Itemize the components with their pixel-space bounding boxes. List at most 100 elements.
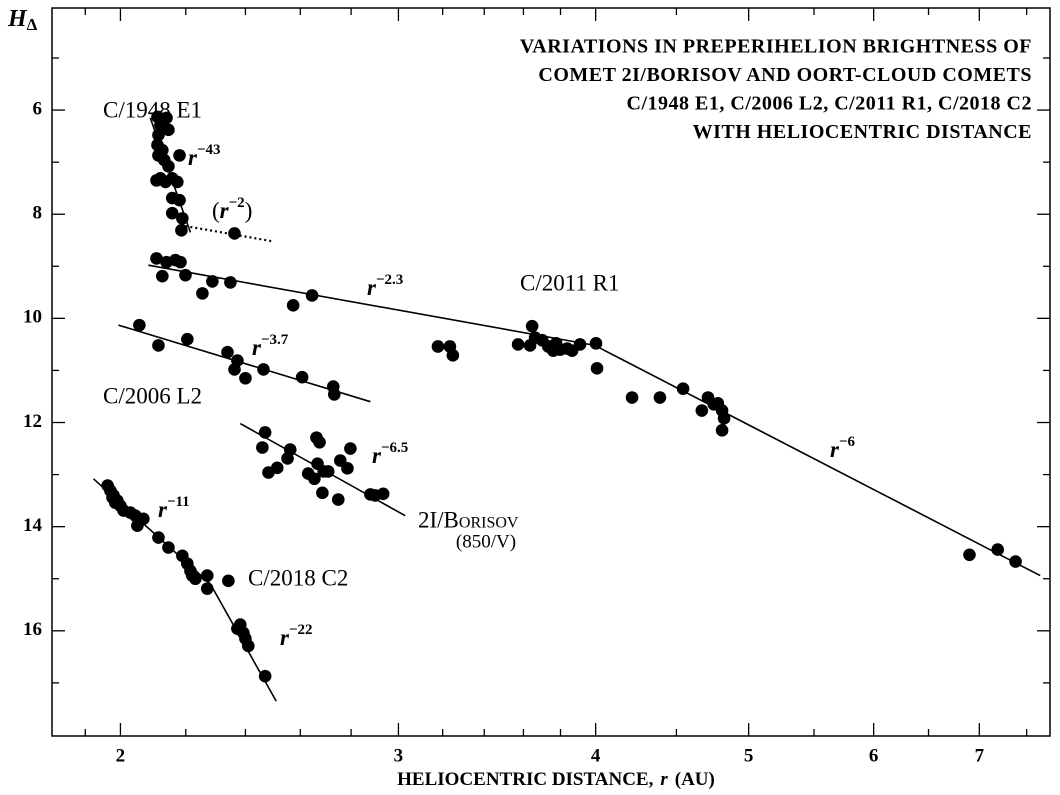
data-point xyxy=(174,255,187,269)
y-tick-label: 8 xyxy=(33,203,43,224)
y-tick-label: 12 xyxy=(23,411,42,432)
data-point xyxy=(175,224,188,237)
power-exponent: −11 xyxy=(167,494,190,510)
power-law-label: r−43 xyxy=(188,142,221,170)
data-point xyxy=(341,462,354,475)
x-tick-label: 6 xyxy=(869,745,879,766)
data-point xyxy=(525,319,539,333)
series-label: C/2006 L2 xyxy=(103,383,202,408)
y-tick-label: 14 xyxy=(23,515,43,536)
data-point xyxy=(222,574,235,588)
data-point xyxy=(331,493,345,506)
data-point xyxy=(573,338,587,351)
data-point xyxy=(152,128,165,142)
power-base: r xyxy=(188,145,198,170)
data-point xyxy=(717,412,731,425)
power-base: r xyxy=(367,275,377,300)
power-exponent: −3.7 xyxy=(261,332,289,348)
data-point xyxy=(162,123,175,137)
y-label-sub: Δ xyxy=(27,15,38,34)
data-point xyxy=(206,275,219,288)
power-law-label: r−2.3 xyxy=(367,272,403,300)
data-point xyxy=(173,193,186,207)
data-point xyxy=(316,486,329,500)
data-point xyxy=(589,337,603,350)
data-point xyxy=(676,382,690,395)
data-point xyxy=(176,212,189,225)
x-label-var: r xyxy=(660,769,668,790)
data-point xyxy=(156,269,169,283)
fit-line xyxy=(148,264,595,347)
data-point xyxy=(376,487,390,501)
data-point xyxy=(695,404,709,417)
data-point xyxy=(286,299,300,312)
data-point xyxy=(171,175,184,189)
data-point xyxy=(224,276,237,289)
data-point xyxy=(321,465,335,478)
y-tick-label: 6 xyxy=(33,98,43,119)
power-exponent: −22 xyxy=(289,622,313,638)
x-tick-label: 2 xyxy=(116,745,126,766)
x-label-unit: (AU) xyxy=(675,769,715,790)
x-tick-label: 5 xyxy=(744,745,754,766)
power-exponent: −43 xyxy=(197,142,221,158)
data-point xyxy=(653,391,667,404)
data-point xyxy=(162,541,175,554)
power-exponent: −6.5 xyxy=(381,440,408,456)
y-axis-label: HΔ xyxy=(7,6,38,34)
chart-title: VARIATIONS IN PREPERIHELION BRIGHTNESS O… xyxy=(520,36,1032,58)
plot-frame xyxy=(51,7,1051,737)
data-point xyxy=(523,339,537,352)
x-tick-label: 3 xyxy=(394,745,404,766)
chart-title: C/1948 E1, C/2006 L2, C/2011 R1, C/2018 … xyxy=(627,93,1032,115)
y-tick-label: 10 xyxy=(23,307,42,328)
data-point xyxy=(181,332,194,346)
data-point xyxy=(715,424,729,437)
fit-line xyxy=(594,344,1041,577)
power-law-label: r−3.7 xyxy=(252,332,289,360)
power-law-label: r−6.5 xyxy=(372,440,408,468)
data-point xyxy=(256,441,269,454)
power-law-label: r−6 xyxy=(830,434,856,462)
power-exponent: −6 xyxy=(839,434,856,450)
data-point xyxy=(200,569,214,582)
data-point xyxy=(133,318,146,332)
data-point xyxy=(137,512,150,526)
data-point xyxy=(173,149,186,162)
data-point xyxy=(344,442,357,455)
y-label-base: H xyxy=(7,6,28,32)
power-base: r xyxy=(372,443,382,468)
data-point xyxy=(241,639,255,653)
x-label-text: HELIOCENTRIC DISTANCE, xyxy=(397,769,653,790)
fit-line xyxy=(180,224,273,243)
data-point xyxy=(258,426,272,439)
data-point xyxy=(162,160,175,173)
data-point xyxy=(228,363,241,376)
data-point xyxy=(152,339,165,352)
data-point xyxy=(305,289,319,302)
chart-title: WITH HELIOCENTRIC DISTANCE xyxy=(693,121,1032,143)
data-point xyxy=(160,111,173,125)
data-point xyxy=(283,443,297,456)
data-point xyxy=(270,461,284,475)
power-base: r xyxy=(158,497,168,522)
power-law-label: (r−2) xyxy=(212,195,252,223)
power-exponent: −2.3 xyxy=(376,272,403,288)
data-point xyxy=(257,363,270,376)
data-point xyxy=(295,370,309,384)
data-point xyxy=(963,548,976,562)
data-point xyxy=(446,349,460,362)
data-point xyxy=(431,340,445,353)
data-point xyxy=(991,543,1004,556)
chart-title: COMET 2I/BORISOV AND OORT-CLOUD COMETS xyxy=(538,64,1032,86)
power-base: r xyxy=(280,625,290,650)
data-point xyxy=(179,268,192,282)
data-point xyxy=(165,206,179,220)
data-point xyxy=(327,388,341,401)
data-point xyxy=(152,149,165,162)
data-point xyxy=(228,227,241,240)
data-point xyxy=(239,371,252,385)
power-base: r xyxy=(830,437,840,462)
data-point xyxy=(313,436,326,449)
series-label: C/2011 R1 xyxy=(520,270,619,295)
